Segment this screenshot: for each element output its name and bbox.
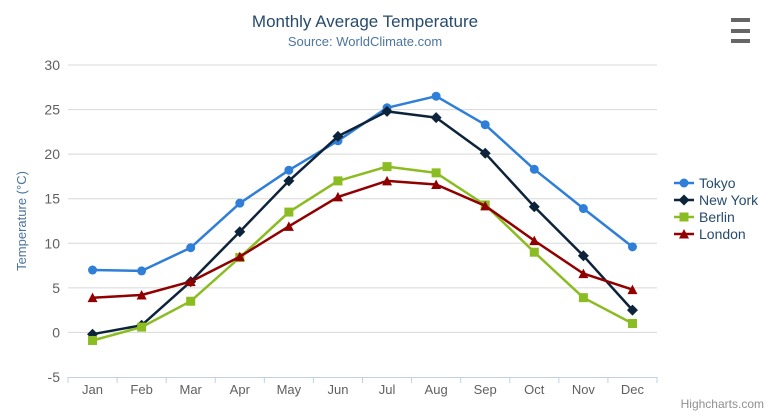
tokyo-point-marker bbox=[480, 120, 490, 130]
tokyo-point-marker bbox=[529, 164, 539, 174]
london-point-marker bbox=[382, 175, 393, 186]
chart-title: Monthly Average Temperature bbox=[251, 12, 479, 31]
tokyo-point-marker bbox=[88, 265, 98, 275]
x-axis-tick-label: Oct bbox=[524, 382, 545, 397]
x-axis-tick-label: Apr bbox=[230, 382, 251, 397]
tokyo-point-marker bbox=[137, 266, 147, 276]
legend-item-berlin[interactable]: Berlin bbox=[674, 208, 758, 225]
tokyo-point-marker bbox=[627, 242, 637, 252]
x-axis-tick-label: Nov bbox=[572, 382, 596, 397]
y-axis-tick-label: 10 bbox=[44, 235, 60, 251]
berlin-marker-icon-symbol bbox=[679, 212, 689, 221]
series-line-berlin bbox=[91, 165, 634, 342]
x-axis-tick-label: Sep bbox=[474, 382, 497, 397]
berlin-point-marker bbox=[88, 335, 98, 345]
legend: Tokyo New York Berlin London bbox=[674, 174, 759, 242]
hamburger-menu-icon bbox=[731, 39, 750, 43]
series-line-london bbox=[91, 179, 634, 299]
london-point-marker bbox=[185, 276, 196, 287]
x-axis-tick-label: Mar bbox=[180, 382, 203, 397]
x-axis-tick-label: Dec bbox=[621, 382, 645, 397]
london-point-marker bbox=[529, 235, 540, 246]
legend-item-london[interactable]: London bbox=[674, 225, 758, 242]
london-point-marker bbox=[627, 284, 638, 295]
berlin-point-marker bbox=[431, 168, 441, 178]
new-york-point-marker bbox=[332, 130, 344, 142]
new-york-point-marker bbox=[283, 175, 295, 187]
berlin-point-marker bbox=[529, 247, 539, 257]
y-axis-tick-label: 0 bbox=[52, 324, 60, 340]
y-axis-tick-label: 15 bbox=[44, 191, 60, 207]
y-axis-tick-label: 5 bbox=[52, 280, 60, 296]
berlin-point-marker bbox=[578, 293, 588, 303]
x-axis-tick-label: Feb bbox=[130, 382, 152, 397]
london-point-marker bbox=[431, 179, 442, 189]
hamburger-menu-icon bbox=[731, 28, 750, 33]
chart-subtitle: Source: WorldClimate.com bbox=[287, 34, 443, 49]
series-line-new-york bbox=[91, 110, 634, 336]
berlin-point-marker bbox=[382, 162, 392, 172]
tokyo-point-marker bbox=[578, 204, 588, 214]
new-york-point-marker bbox=[528, 201, 540, 213]
london-point-marker bbox=[234, 251, 245, 262]
new-york-point-marker bbox=[479, 147, 491, 159]
new-york-marker-icon bbox=[674, 194, 694, 205]
new-york-point-marker bbox=[381, 105, 393, 117]
berlin-point-marker bbox=[333, 176, 343, 186]
london-point-marker bbox=[480, 200, 491, 211]
highcharts-credit-link[interactable]: Highcharts.com bbox=[680, 397, 764, 411]
legend-item-label: Berlin bbox=[699, 208, 735, 225]
berlin-point-marker bbox=[284, 207, 294, 217]
y-axis-tick-label: 25 bbox=[44, 102, 60, 118]
london-point-marker bbox=[578, 268, 589, 279]
tokyo-point-marker bbox=[284, 165, 294, 175]
y-axis-title: Temperature (°C) bbox=[14, 171, 29, 271]
series-line-tokyo bbox=[91, 94, 634, 273]
berlin-point-marker bbox=[137, 322, 147, 332]
x-axis-tick-label: Jan bbox=[82, 382, 103, 397]
new-york-marker-icon-symbol bbox=[678, 194, 690, 205]
tokyo-point-marker bbox=[431, 91, 441, 101]
london-point-marker bbox=[136, 289, 147, 300]
new-york-point-marker bbox=[626, 304, 638, 316]
london-point-marker bbox=[87, 292, 98, 303]
x-axis-tick-label: Jul bbox=[379, 382, 396, 397]
tokyo-marker-icon bbox=[674, 178, 694, 187]
berlin-point-marker bbox=[186, 296, 196, 306]
hamburger-menu-icon bbox=[731, 18, 750, 22]
legend-item-label: London bbox=[699, 225, 746, 242]
london-marker-icon-symbol bbox=[679, 228, 689, 238]
y-axis-tick-label: 30 bbox=[44, 57, 60, 73]
x-axis-tick-label: May bbox=[277, 382, 302, 397]
y-axis-tick-label: 20 bbox=[44, 146, 60, 162]
berlin-marker-icon bbox=[674, 212, 694, 221]
tokyo-point-marker bbox=[186, 243, 196, 253]
legend-item-label: New York bbox=[699, 191, 759, 208]
y-axis-tick-label: -5 bbox=[48, 369, 61, 385]
london-point-marker bbox=[283, 221, 294, 231]
tokyo-marker-icon-symbol bbox=[679, 178, 689, 187]
berlin-point-marker bbox=[627, 319, 637, 329]
new-york-point-marker bbox=[577, 250, 589, 262]
legend-item-label: Tokyo bbox=[699, 174, 736, 191]
london-marker-icon bbox=[674, 228, 694, 238]
x-axis-tick-label: Jun bbox=[327, 382, 348, 397]
x-axis-tick-label: Aug bbox=[425, 382, 448, 397]
new-york-point-marker bbox=[430, 112, 442, 124]
chart-context-menu-button[interactable] bbox=[731, 18, 750, 43]
legend-item-new-york[interactable]: New York bbox=[674, 191, 759, 208]
legend-item-tokyo[interactable]: Tokyo bbox=[674, 174, 758, 191]
new-york-point-marker bbox=[234, 226, 246, 238]
london-point-marker bbox=[332, 191, 343, 202]
tokyo-point-marker bbox=[235, 198, 245, 208]
